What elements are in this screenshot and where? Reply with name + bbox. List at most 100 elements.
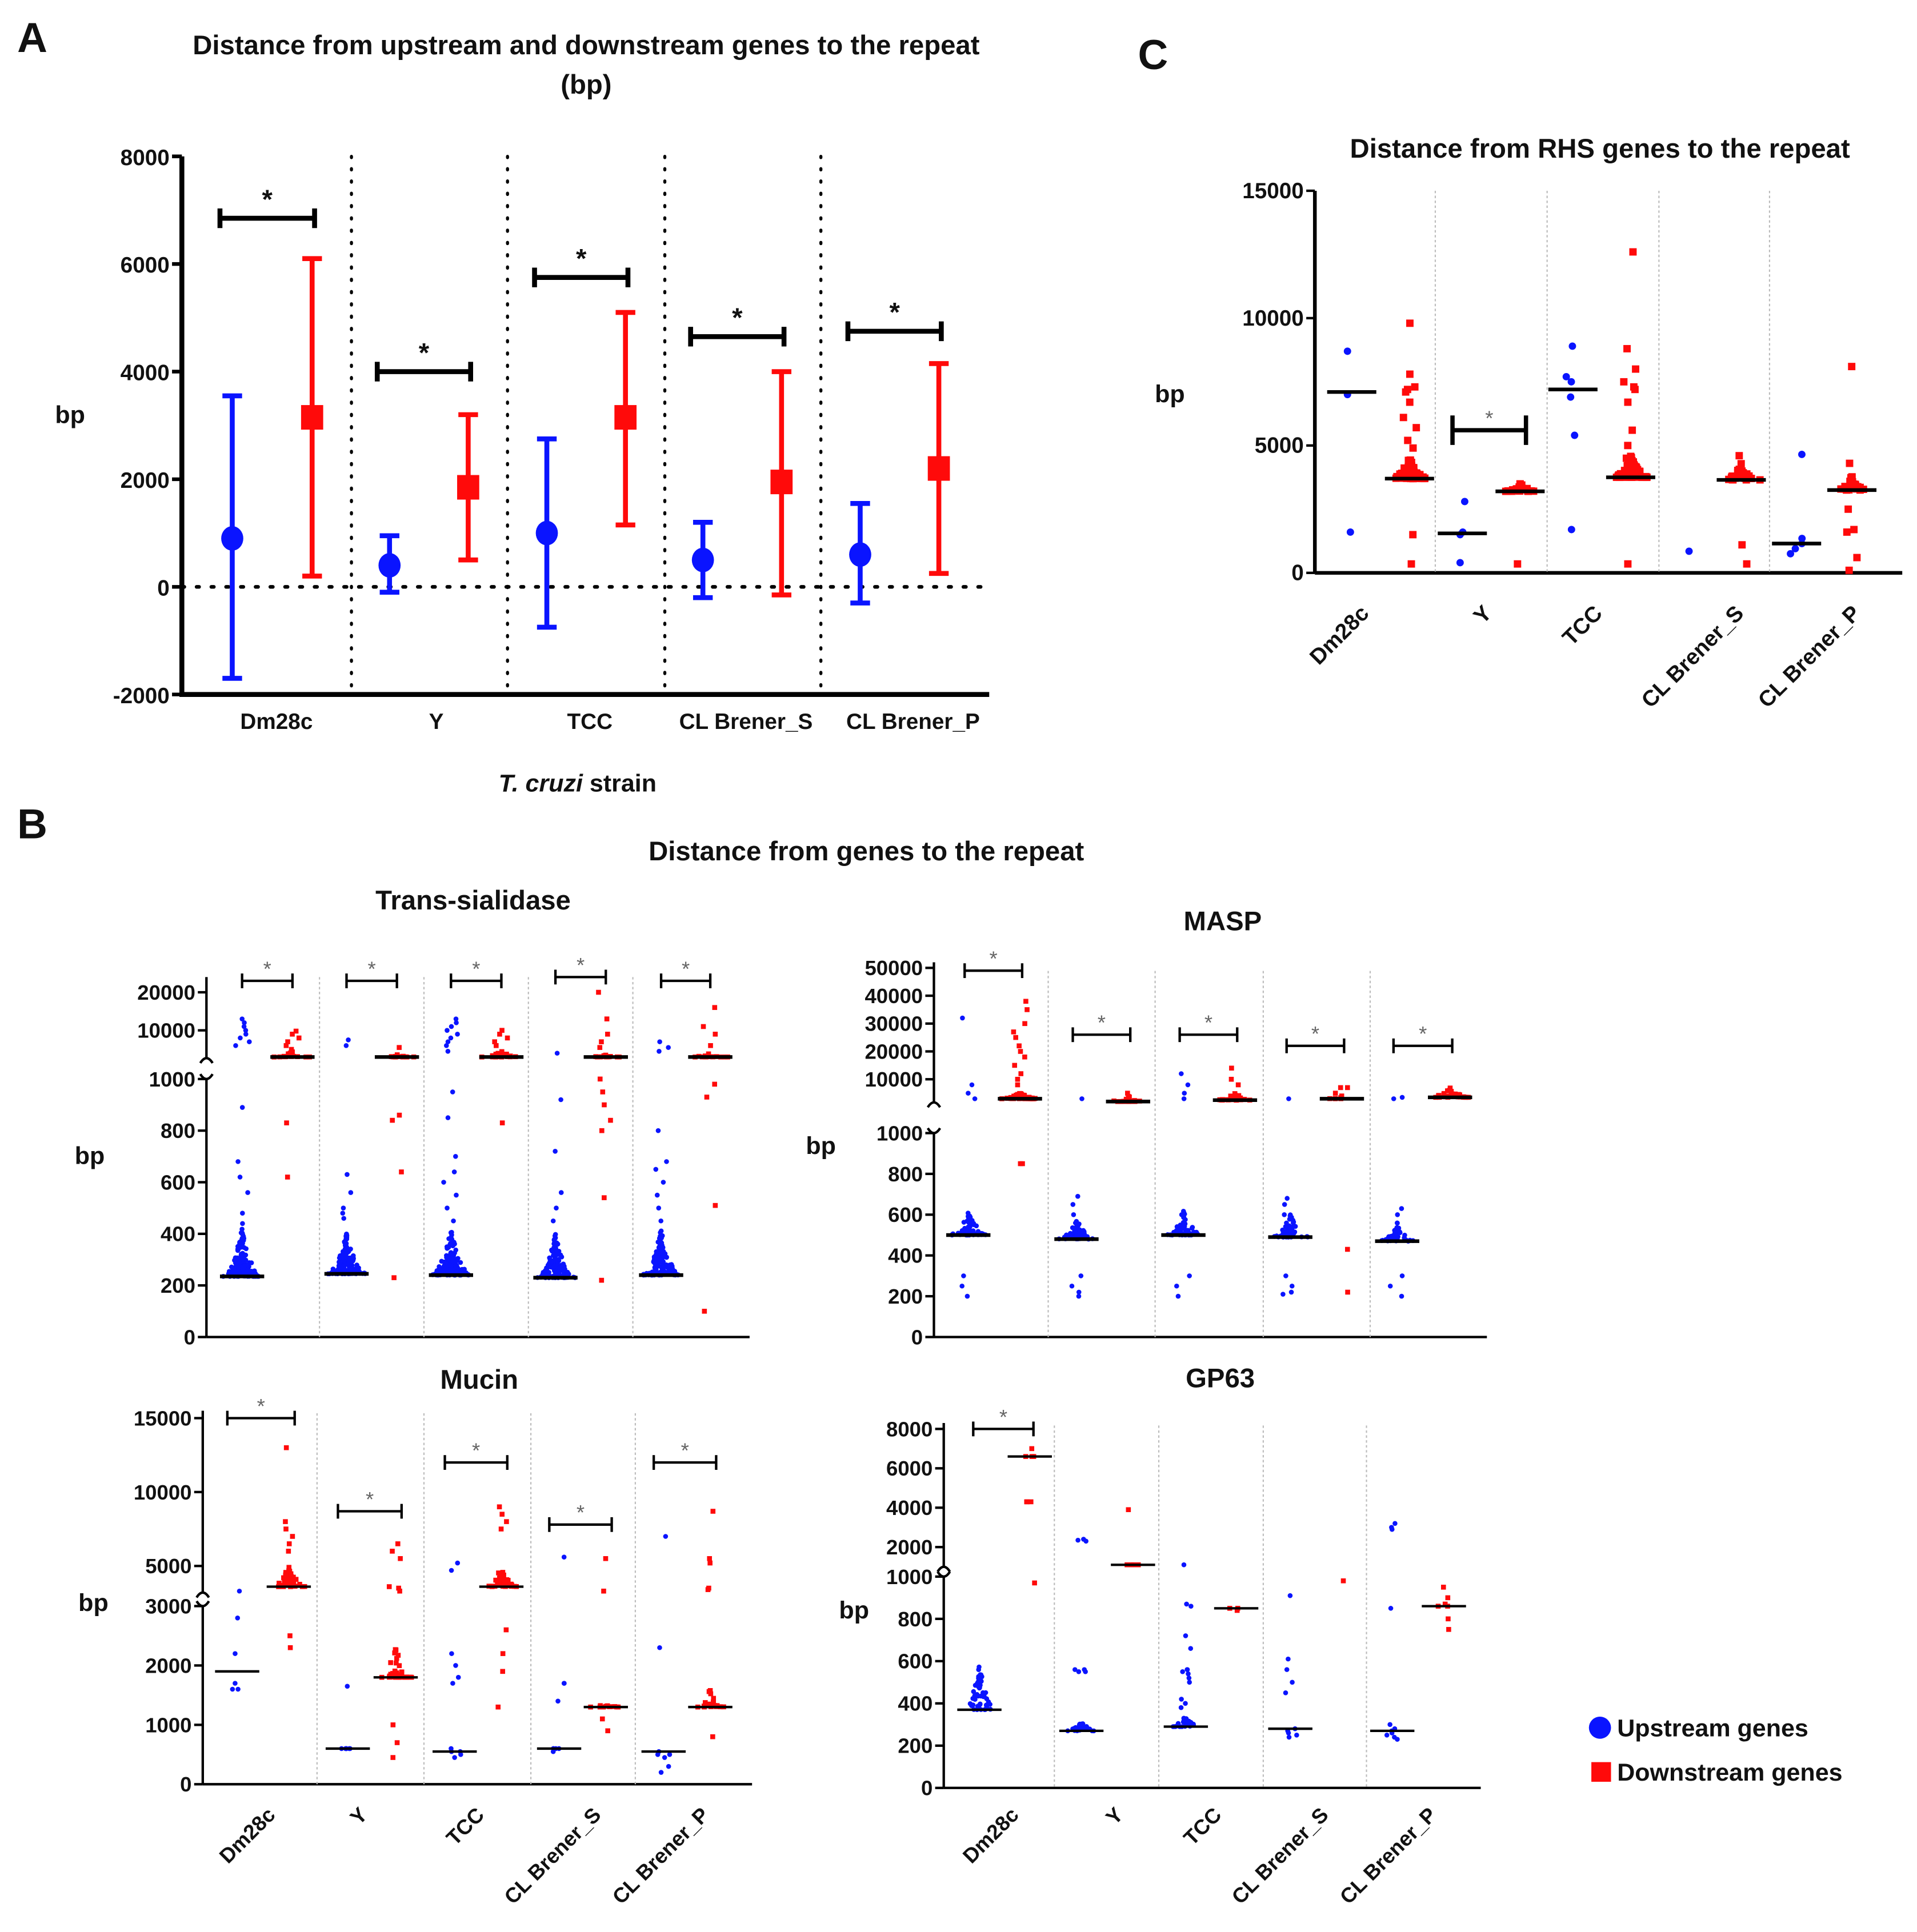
downstream-point bbox=[1623, 344, 1631, 352]
x-tick-label: CL Brener_P bbox=[1335, 1803, 1441, 1909]
upstream-point bbox=[446, 1244, 451, 1250]
downstream-point bbox=[495, 1051, 501, 1056]
upstream-point bbox=[557, 1265, 562, 1270]
y-tick-label: 1000 bbox=[886, 1565, 933, 1589]
downstream-point bbox=[499, 1120, 505, 1125]
downstream-point bbox=[283, 1572, 289, 1578]
upstream-point bbox=[243, 1028, 249, 1033]
upstream-point bbox=[667, 1264, 673, 1269]
upstream-point bbox=[971, 1689, 976, 1694]
upstream-point bbox=[658, 1228, 664, 1234]
upstream-point bbox=[1287, 1593, 1293, 1598]
upstream-point bbox=[1286, 1730, 1291, 1735]
upstream-point bbox=[242, 1020, 247, 1025]
upstream-point bbox=[1567, 526, 1575, 534]
upstream-point bbox=[1181, 1562, 1187, 1568]
y-tick-label: 1000 bbox=[149, 1068, 195, 1091]
upstream-point bbox=[556, 1270, 562, 1276]
downstream-point bbox=[297, 1582, 302, 1587]
downstream-point bbox=[390, 1722, 396, 1727]
upstream-point bbox=[451, 1240, 457, 1245]
downstream-point bbox=[1012, 1063, 1018, 1068]
x-tick-label: CL Brener_S bbox=[499, 1803, 605, 1909]
upstream-point bbox=[450, 1256, 455, 1262]
y-tick-label: 2000 bbox=[886, 1536, 933, 1559]
downstream-point bbox=[398, 1556, 403, 1561]
xlabel-rest: strain bbox=[583, 770, 657, 797]
significance-star: * bbox=[999, 1405, 1007, 1429]
downstream-point bbox=[1236, 1093, 1242, 1099]
downstream-point bbox=[390, 1117, 395, 1123]
downstream-point bbox=[497, 1574, 503, 1580]
upstream-point bbox=[654, 1192, 660, 1198]
upstream-point bbox=[233, 1258, 238, 1264]
upstream-point bbox=[1288, 1212, 1293, 1217]
downstream-point bbox=[286, 1565, 292, 1570]
upstream-point bbox=[656, 1205, 662, 1210]
panel-label-a: A bbox=[17, 15, 47, 61]
upstream-point bbox=[972, 1096, 978, 1101]
upstream-point bbox=[1283, 1690, 1288, 1695]
downstream-point bbox=[1032, 1580, 1037, 1586]
downstream-point bbox=[1125, 1091, 1130, 1096]
downstream-point bbox=[711, 1695, 717, 1701]
upstream-point bbox=[657, 1049, 662, 1054]
upstream-point bbox=[984, 1696, 990, 1702]
upstream-point bbox=[555, 1698, 561, 1704]
downstream-point bbox=[708, 1043, 713, 1048]
significance-star: * bbox=[681, 1439, 689, 1462]
upstream-point bbox=[1343, 347, 1351, 355]
upstream-point bbox=[1399, 1293, 1404, 1299]
downstream-point bbox=[504, 1519, 509, 1524]
downstream-point bbox=[1442, 1601, 1448, 1607]
downstream-point bbox=[1126, 1093, 1131, 1099]
downstream-point bbox=[1410, 468, 1418, 476]
downstream-point bbox=[705, 1587, 711, 1592]
upstream-point bbox=[450, 1681, 455, 1686]
upstream-point bbox=[1079, 1096, 1084, 1101]
upstream-point bbox=[448, 1035, 454, 1041]
upstream-point bbox=[1188, 1646, 1194, 1651]
upstream-point bbox=[243, 1252, 249, 1258]
downstream-point bbox=[1446, 1616, 1451, 1622]
downstream-point bbox=[605, 1728, 610, 1734]
upstream-point bbox=[449, 1232, 454, 1238]
upstream-point bbox=[1183, 1701, 1188, 1706]
downstream-point bbox=[397, 1112, 402, 1118]
downstream-point bbox=[288, 1580, 294, 1585]
y-tick-label: 800 bbox=[161, 1119, 195, 1143]
upstream-point bbox=[1290, 1231, 1295, 1237]
downstream-point bbox=[1399, 414, 1407, 422]
upstream-point bbox=[970, 1695, 975, 1701]
downstream-point bbox=[1022, 1021, 1027, 1027]
upstream-point bbox=[1184, 1667, 1190, 1672]
upstream-point bbox=[1076, 1221, 1082, 1226]
downstream-point bbox=[1229, 1065, 1234, 1071]
upstream-point bbox=[1287, 1224, 1293, 1230]
upstream-point bbox=[1190, 1225, 1195, 1230]
downstream-point bbox=[1232, 1092, 1238, 1098]
upstream-point bbox=[1562, 373, 1570, 380]
upstream-point bbox=[453, 1154, 458, 1159]
downstream-point bbox=[1023, 999, 1028, 1004]
upstream-point bbox=[1798, 450, 1806, 458]
downstream-mean-point bbox=[457, 475, 479, 500]
legend-downstream-label: Downstream genes bbox=[1617, 1759, 1842, 1786]
y-tick-label: 600 bbox=[888, 1203, 923, 1226]
downstream-point bbox=[1332, 1091, 1338, 1096]
downstream-point bbox=[1126, 1507, 1131, 1513]
downstream-point bbox=[1448, 1089, 1454, 1094]
upstream-point bbox=[662, 1755, 667, 1760]
upstream-point bbox=[666, 1045, 671, 1050]
upstream-point bbox=[233, 1651, 238, 1656]
upstream-point bbox=[660, 1265, 666, 1270]
xlabel-italic: T. cruzi bbox=[499, 770, 583, 797]
downstream-point bbox=[1411, 383, 1419, 391]
legend-upstream-label: Upstream genes bbox=[1617, 1714, 1808, 1742]
upstream-point bbox=[1384, 1733, 1390, 1738]
downstream-point bbox=[283, 1526, 289, 1532]
upstream-point bbox=[550, 1749, 556, 1754]
chart-ts-ylabel: bp bbox=[75, 1142, 105, 1169]
upstream-point bbox=[975, 1680, 980, 1686]
